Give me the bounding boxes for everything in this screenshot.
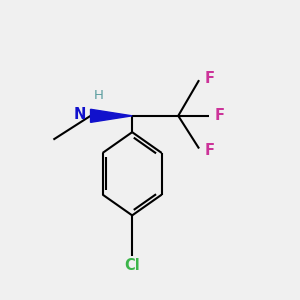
Text: N: N	[74, 107, 86, 122]
Text: F: F	[204, 142, 214, 158]
Text: H: H	[94, 89, 103, 102]
Text: F: F	[215, 108, 225, 123]
Text: Cl: Cl	[124, 258, 140, 273]
Text: F: F	[204, 71, 214, 86]
Polygon shape	[91, 109, 132, 122]
